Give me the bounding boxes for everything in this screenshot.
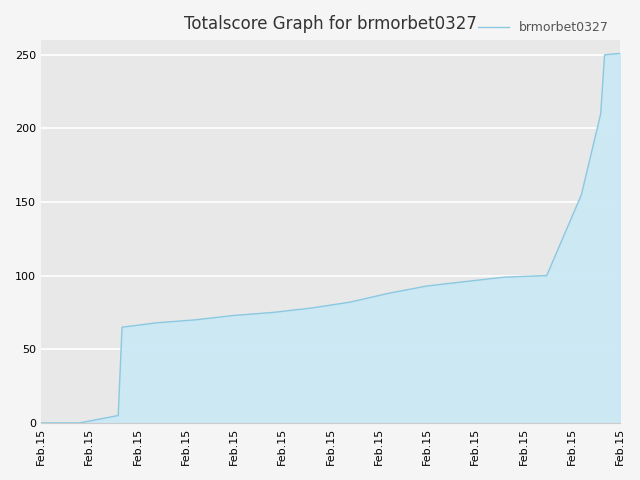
brmorbet0327	[539, 273, 547, 278]
brmorbet0327	[543, 273, 550, 278]
brmorbet0327	[153, 320, 161, 325]
Title: Totalscore Graph for brmorbet0327: Totalscore Graph for brmorbet0327	[184, 15, 477, 33]
brmorbet0327	[230, 312, 238, 318]
brmorbet0327	[115, 413, 122, 419]
brmorbet0327	[601, 52, 609, 58]
Legend: brmorbet0327: brmorbet0327	[472, 16, 614, 39]
brmorbet0327	[616, 50, 624, 56]
brmorbet0327	[500, 274, 508, 280]
brmorbet0327	[307, 305, 315, 311]
brmorbet0327	[423, 283, 431, 289]
brmorbet0327	[346, 300, 354, 305]
brmorbet0327	[37, 420, 45, 426]
brmorbet0327	[269, 310, 276, 315]
Line: brmorbet0327: brmorbet0327	[41, 53, 620, 423]
brmorbet0327	[118, 324, 126, 330]
brmorbet0327	[597, 111, 605, 117]
brmorbet0327	[191, 317, 199, 323]
brmorbet0327	[461, 279, 469, 285]
brmorbet0327	[577, 192, 585, 198]
brmorbet0327	[76, 420, 83, 426]
brmorbet0327	[385, 290, 392, 296]
